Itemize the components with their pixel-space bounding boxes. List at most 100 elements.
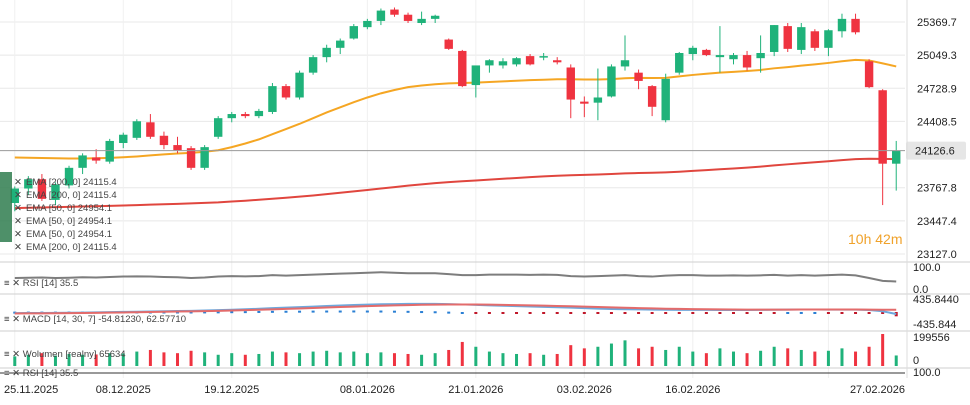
candle-body[interactable]: [336, 40, 345, 48]
candle-body[interactable]: [702, 49, 711, 56]
volume-bar: [894, 355, 898, 366]
volume-bar: [555, 353, 559, 366]
candle-body[interactable]: [146, 122, 155, 137]
candle-body[interactable]: [539, 56, 548, 58]
candle-body[interactable]: [593, 97, 603, 103]
candle-body[interactable]: [430, 15, 440, 19]
candle-body[interactable]: [268, 86, 277, 112]
candle-body[interactable]: [159, 135, 169, 146]
rsi-tick-bottom: 0.0: [913, 284, 928, 296]
candle-body[interactable]: [417, 18, 426, 24]
volume-bar: [596, 346, 600, 366]
candle-body[interactable]: [837, 18, 847, 32]
date-axis-tick: 03.02.2026: [557, 384, 612, 396]
macd-histogram-bar: [433, 311, 437, 314]
candle-body[interactable]: [498, 61, 508, 66]
candle-body[interactable]: [227, 114, 236, 119]
candle-body[interactable]: [308, 57, 318, 73]
legend-handle[interactable]: [0, 172, 12, 242]
candle-body[interactable]: [403, 14, 413, 21]
candle-body[interactable]: [37, 179, 47, 199]
volume-bar: [392, 353, 396, 366]
candle-body[interactable]: [390, 9, 399, 15]
candle-body[interactable]: [132, 121, 142, 138]
macd-histogram-bar: [460, 312, 464, 314]
candle-body[interactable]: [729, 55, 738, 60]
macd-histogram-bar: [392, 310, 396, 313]
candle-body[interactable]: [715, 55, 725, 58]
candle-body[interactable]: [864, 61, 874, 88]
candle-body[interactable]: [91, 157, 101, 161]
candle-body[interactable]: [824, 30, 833, 48]
candle-body[interactable]: [661, 78, 670, 121]
candle-body[interactable]: [213, 118, 223, 137]
candle-body[interactable]: [10, 188, 19, 204]
candle-body[interactable]: [64, 167, 74, 186]
candle-body[interactable]: [553, 60, 562, 63]
candle-body[interactable]: [607, 66, 616, 97]
macd-histogram-bar: [338, 310, 342, 313]
candle-body[interactable]: [892, 150, 901, 164]
candle-body[interactable]: [322, 47, 331, 58]
candle-body[interactable]: [471, 65, 481, 86]
candle-body[interactable]: [458, 50, 467, 87]
candle-body[interactable]: [756, 53, 765, 59]
candle-body[interactable]: [675, 53, 684, 73]
candle-body[interactable]: [200, 147, 209, 168]
candle-body[interactable]: [173, 145, 182, 151]
candle-body[interactable]: [281, 86, 291, 98]
candle-body[interactable]: [485, 60, 494, 66]
candle-body[interactable]: [105, 140, 114, 162]
countdown-hours: 10: [848, 231, 864, 247]
candle-body[interactable]: [620, 60, 630, 67]
volume-bar: [542, 354, 546, 366]
volume-bar: [691, 351, 695, 366]
macd-histogram-bar: [203, 311, 207, 314]
candle-body[interactable]: [512, 58, 521, 65]
candle-body[interactable]: [349, 26, 358, 39]
candle-body[interactable]: [851, 18, 860, 33]
candle-body[interactable]: [580, 101, 589, 104]
volume-bar: [854, 351, 858, 366]
last-price-tag-bg: [906, 141, 966, 160]
candle-body[interactable]: [797, 27, 806, 50]
candle-body[interactable]: [78, 155, 87, 168]
candle-body[interactable]: [254, 110, 264, 117]
candle-body[interactable]: [119, 134, 128, 144]
volume-bar: [501, 353, 505, 366]
volume-bar: [26, 354, 30, 366]
volume-bar: [406, 353, 410, 366]
candle-body[interactable]: [783, 26, 792, 49]
macd-histogram-bar: [216, 311, 220, 314]
candle-body[interactable]: [376, 10, 386, 21]
macd-histogram-bar: [799, 311, 803, 314]
macd-histogram-bar: [515, 312, 519, 314]
candle-body[interactable]: [363, 20, 372, 28]
candle-body[interactable]: [51, 184, 60, 200]
macd-histogram-bar: [311, 310, 315, 313]
candle-body[interactable]: [647, 86, 657, 107]
candle-body[interactable]: [742, 55, 752, 68]
volume-bar: [677, 346, 681, 366]
candle-body[interactable]: [634, 72, 643, 81]
candle-body[interactable]: [186, 148, 196, 168]
macd-histogram-bar: [664, 312, 668, 314]
macd-histogram-bar: [691, 312, 695, 314]
volume-bar: [148, 349, 152, 366]
candle-body[interactable]: [444, 39, 453, 49]
candle-body[interactable]: [688, 47, 698, 55]
price-axis-tick: 25369.7: [917, 17, 957, 29]
volume-bar: [528, 353, 532, 366]
candle-body[interactable]: [878, 90, 887, 164]
candle-body[interactable]: [566, 67, 575, 100]
candle-body[interactable]: [24, 179, 33, 189]
candle-body[interactable]: [769, 25, 779, 52]
candle-body[interactable]: [525, 56, 535, 65]
volume-bar: [230, 353, 234, 366]
legend-entry: EMA [200, 0] 24115.4: [26, 177, 117, 188]
candle-body[interactable]: [241, 114, 250, 117]
candle-body[interactable]: [295, 72, 304, 98]
candle-body[interactable]: [810, 31, 820, 48]
